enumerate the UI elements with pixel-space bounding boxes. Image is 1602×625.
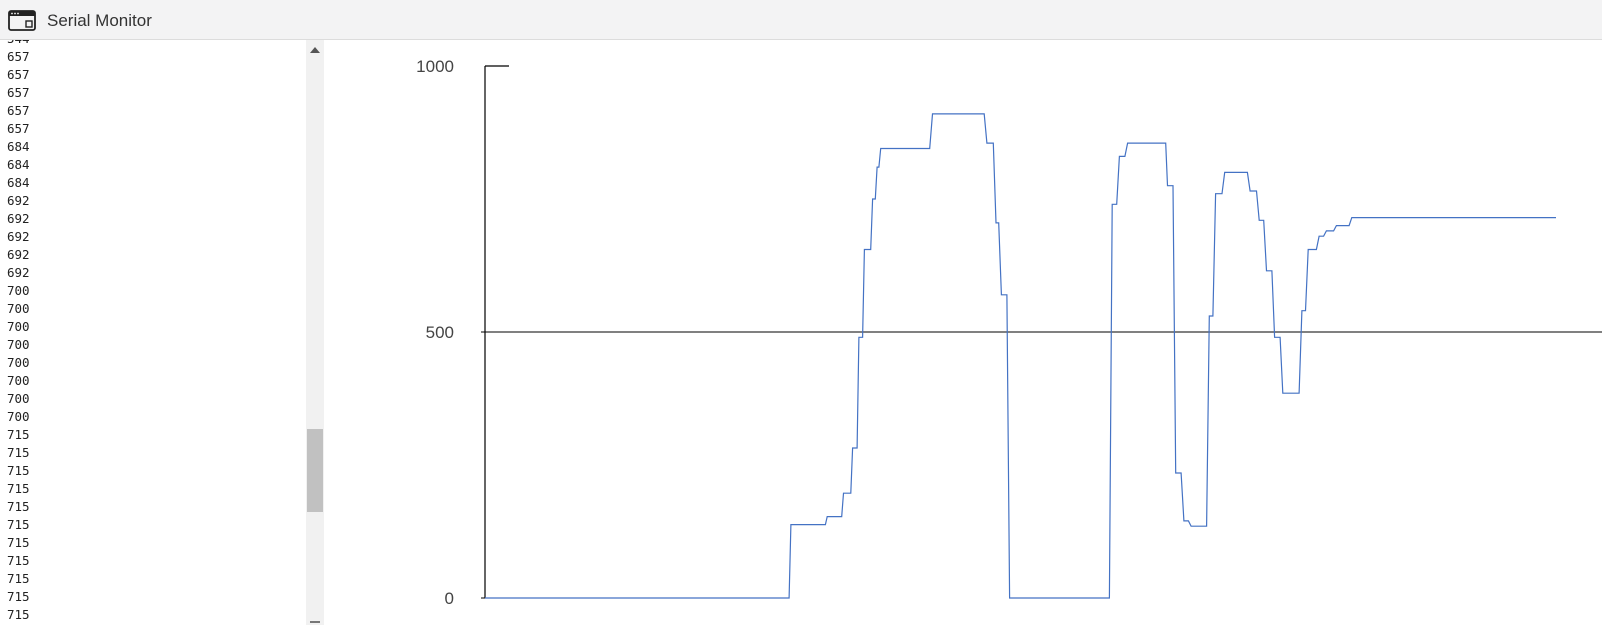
serial-log-line: 715 xyxy=(7,445,30,460)
serial-log-line: 715 xyxy=(7,427,30,442)
serial-log-line: 657 xyxy=(7,103,30,118)
serial-log-line: 715 xyxy=(7,481,30,496)
serial-log-line: 692 xyxy=(7,229,30,244)
y-axis-ticks: 0 500 1000 xyxy=(416,57,454,608)
serial-plotter: 0 500 1000 xyxy=(416,57,1602,608)
y-tick-label: 1000 xyxy=(416,57,454,76)
serial-log-line: 715 xyxy=(7,499,30,514)
y-tick-label: 500 xyxy=(426,323,454,342)
series-line xyxy=(485,113,1556,599)
serial-log-partial-line: 544 xyxy=(7,40,30,48)
serial-log-line: 715 xyxy=(7,589,30,604)
serial-log-line: 692 xyxy=(7,265,30,280)
log-scrollbar[interactable] xyxy=(306,40,324,625)
serial-log-line: 700 xyxy=(7,319,30,334)
scroll-thumb[interactable] xyxy=(307,429,323,512)
serial-log-line: 715 xyxy=(7,517,30,532)
serial-log[interactable]: 544 657 657 657 657 657 684 684 684 692 692 692 692… xyxy=(0,40,324,625)
serial-log-line: 715 xyxy=(7,571,30,586)
serial-log-line: 657 xyxy=(7,85,30,100)
serial-log-line: 715 xyxy=(7,553,30,568)
serial-log-line: 700 xyxy=(7,391,30,406)
serial-log-line: 700 xyxy=(7,283,30,298)
serial-log-line: 657 xyxy=(7,121,30,136)
serial-log-line: 692 xyxy=(7,193,30,208)
scroll-up-arrow-icon[interactable] xyxy=(310,47,320,53)
window-icon xyxy=(8,10,36,31)
serial-log-line: 715 xyxy=(7,607,30,622)
serial-log-line: 684 xyxy=(7,175,30,190)
scroll-down-arrow-icon[interactable] xyxy=(310,621,320,623)
serial-log-line: 684 xyxy=(7,157,30,172)
serial-log-line: 657 xyxy=(7,67,30,82)
window-title: Serial Monitor xyxy=(47,11,152,30)
serial-log-line: 692 xyxy=(7,211,30,226)
serial-log-line: 715 xyxy=(7,463,30,478)
serial-log-line: 657 xyxy=(7,49,30,64)
serial-log-line: 700 xyxy=(7,373,30,388)
serial-log-line: 715 xyxy=(7,535,30,550)
serial-log-line: 700 xyxy=(7,337,30,352)
serial-log-line: 700 xyxy=(7,355,30,370)
serial-log-line: 700 xyxy=(7,301,30,316)
y-tick-label: 0 xyxy=(445,589,454,608)
serial-log-line: 700 xyxy=(7,409,30,424)
serial-log-line: 684 xyxy=(7,139,30,154)
serial-log-lines: 544 657 657 657 657 657 684 684 684 692 692 692 692… xyxy=(7,40,30,624)
serial-log-line: 692 xyxy=(7,247,30,262)
title-bar: Serial Monitor xyxy=(0,0,1602,40)
